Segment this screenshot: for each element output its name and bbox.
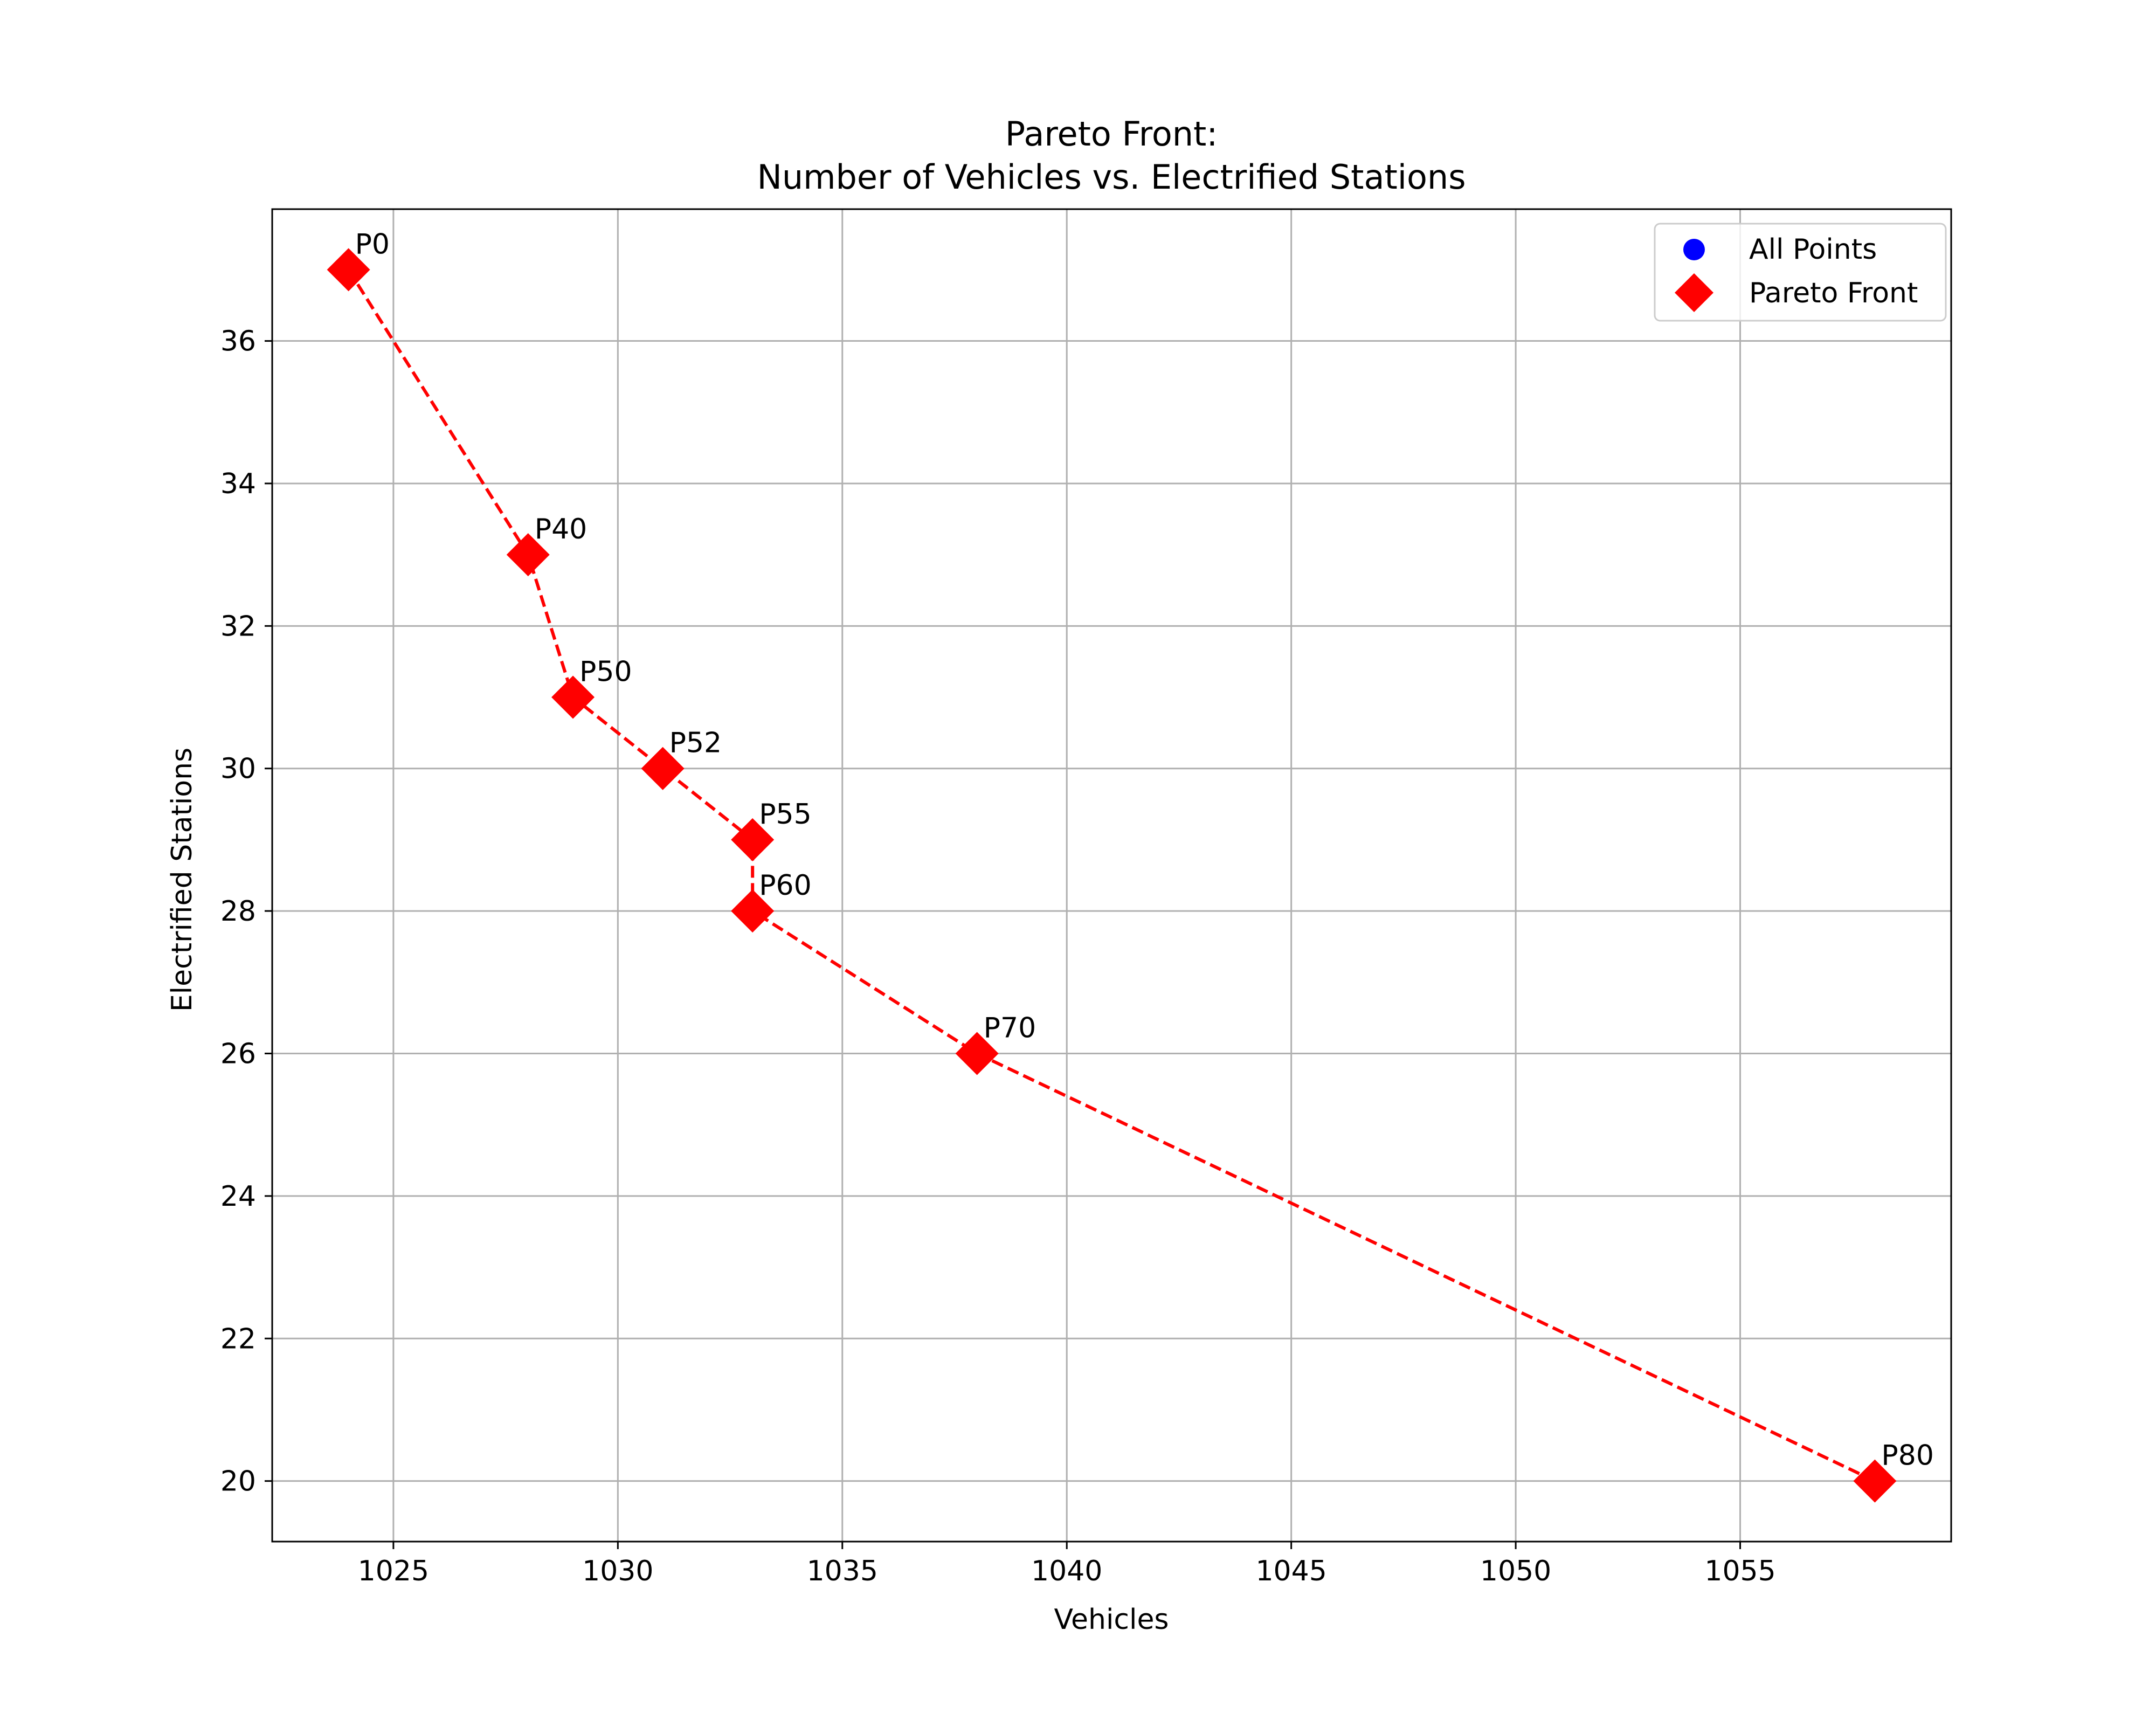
legend-box xyxy=(1654,223,1947,322)
y-tick-label: 36 xyxy=(220,326,256,358)
pareto-point-p55 xyxy=(731,818,775,861)
legend-marker-all-points xyxy=(1683,239,1705,260)
y-tick-label: 28 xyxy=(220,895,256,928)
pareto-point-p50 xyxy=(551,675,595,719)
point-label-p60: P60 xyxy=(759,869,812,902)
x-tick-label: 1025 xyxy=(358,1555,429,1587)
pareto-point-p80 xyxy=(1853,1459,1897,1503)
point-label-p70: P70 xyxy=(984,1012,1036,1044)
axis-ticks: 1025 1030 1035 1040 1045 1050 1055 20 22 24 26 28 30… xyxy=(220,326,1776,1587)
x-tick-label: 1040 xyxy=(1031,1555,1102,1587)
x-tick-label: 1045 xyxy=(1255,1555,1326,1587)
pareto-point-p70 xyxy=(955,1032,999,1075)
pareto-series: P0 P40 P50 P52 P55 P60 P70 P80 xyxy=(327,228,1934,1503)
y-tick-label: 30 xyxy=(220,753,256,785)
pareto-point-p0 xyxy=(327,248,370,292)
x-tick-label: 1035 xyxy=(807,1555,878,1587)
point-label-p55: P55 xyxy=(759,798,812,831)
x-tick-label: 1050 xyxy=(1480,1555,1551,1587)
pareto-point-p52 xyxy=(641,747,685,790)
point-label-p0: P0 xyxy=(355,228,390,260)
pareto-point-p60 xyxy=(731,889,775,933)
y-tick-label: 20 xyxy=(220,1466,256,1498)
y-tick-label: 34 xyxy=(220,468,256,500)
point-label-p50: P50 xyxy=(579,656,632,688)
legend-label-all-points: All Points xyxy=(1749,233,1877,266)
pareto-front-line xyxy=(347,268,1876,1483)
plot-frame xyxy=(271,208,1952,1543)
y-axis-label: Electrified Stations xyxy=(166,748,198,1012)
y-tick-label: 26 xyxy=(220,1038,256,1070)
chart-title-line-1: Pareto Front: xyxy=(1005,114,1218,154)
point-label-p80: P80 xyxy=(1881,1440,1934,1472)
y-tick-label: 24 xyxy=(220,1180,256,1213)
x-axis-label: Vehicles xyxy=(1054,1604,1169,1636)
x-tick-label: 1055 xyxy=(1704,1555,1775,1587)
y-tick-label: 32 xyxy=(220,610,256,643)
chart-title-line-2: Number of Vehicles vs. Electrified Stati… xyxy=(757,157,1466,197)
legend-label-pareto-front: Pareto Front xyxy=(1749,277,1918,309)
legend: All Points Pareto Front xyxy=(1654,223,1947,322)
point-label-p52: P52 xyxy=(669,727,722,759)
grid xyxy=(272,209,1951,1542)
pareto-point-p40 xyxy=(506,533,550,577)
y-tick-label: 22 xyxy=(220,1323,256,1355)
x-tick-label: 1030 xyxy=(582,1555,653,1587)
point-label-p40: P40 xyxy=(535,513,588,545)
legend-marker-pareto-front xyxy=(1675,273,1713,312)
